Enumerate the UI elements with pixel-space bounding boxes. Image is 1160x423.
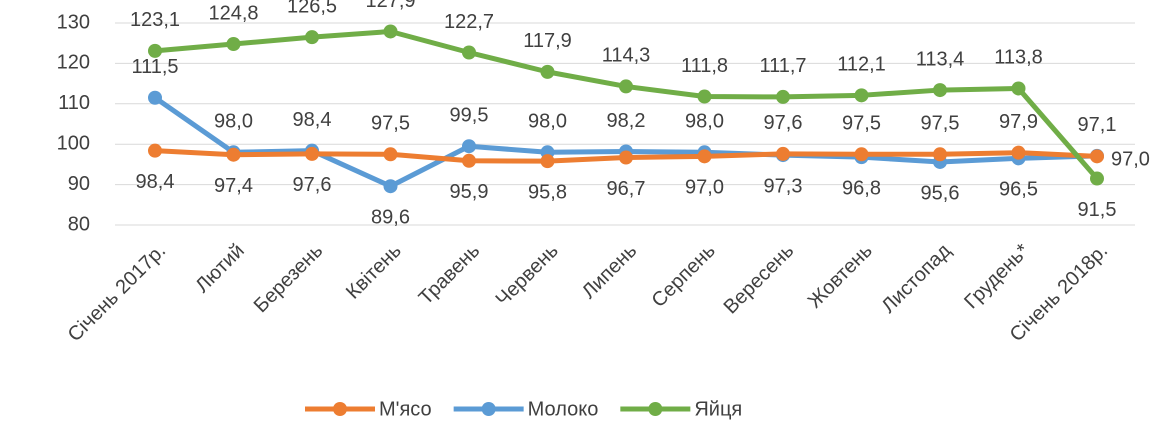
data-label: 96,5 xyxy=(999,179,1038,201)
x-tick-label: Листопад xyxy=(877,239,955,317)
data-label: 122,7 xyxy=(444,11,494,33)
x-tick-label: Березень xyxy=(250,240,327,317)
data-point xyxy=(383,147,398,162)
data-point xyxy=(854,147,869,162)
data-label: 113,4 xyxy=(916,48,965,70)
data-point xyxy=(933,83,947,98)
data-point xyxy=(1090,149,1104,164)
data-label: 98,0 xyxy=(214,111,253,133)
data-point xyxy=(697,89,712,104)
legend-marker xyxy=(648,402,663,416)
data-point xyxy=(854,88,869,103)
data-point xyxy=(462,153,476,168)
x-tick-label: Жовтень xyxy=(804,240,877,313)
data-point xyxy=(776,89,790,104)
data-label: 98,0 xyxy=(685,111,724,133)
data-label: 97,0 xyxy=(1111,149,1150,171)
data-label: 91,5 xyxy=(1078,199,1117,221)
data-label: 98,2 xyxy=(607,110,646,132)
x-tick-label: Січень 2017р. xyxy=(64,240,171,347)
data-label: 124,8 xyxy=(208,2,258,24)
y-tick-label: 120 xyxy=(57,52,90,74)
data-point xyxy=(540,64,555,79)
data-point xyxy=(226,147,241,162)
legend-label: Яйця xyxy=(694,398,742,420)
data-point xyxy=(697,149,712,164)
data-point xyxy=(226,37,241,52)
data-label: 97,1 xyxy=(1078,114,1117,136)
data-point xyxy=(305,30,319,45)
data-point xyxy=(1011,81,1026,96)
data-point xyxy=(148,43,162,58)
data-point xyxy=(383,179,398,194)
data-label: 123,1 xyxy=(130,9,180,31)
data-label: 97,5 xyxy=(371,113,410,135)
data-label: 95,8 xyxy=(528,181,567,203)
data-point xyxy=(305,146,319,161)
data-label: 97,5 xyxy=(842,113,881,135)
data-label: 111,5 xyxy=(131,56,178,78)
data-point xyxy=(1011,145,1026,160)
data-label: 97,0 xyxy=(685,177,724,199)
data-point xyxy=(383,24,398,39)
data-label: 98,0 xyxy=(528,111,567,133)
data-label: 114,3 xyxy=(602,45,651,67)
data-label: 127,9 xyxy=(365,0,415,12)
data-label: 95,9 xyxy=(450,181,489,203)
data-label: 117,9 xyxy=(523,30,572,52)
data-label: 96,8 xyxy=(842,177,881,199)
data-label: 98,4 xyxy=(293,109,332,131)
data-point xyxy=(148,143,162,158)
data-point xyxy=(619,79,633,94)
data-label: 112,1 xyxy=(837,54,886,76)
legend-marker xyxy=(333,402,347,416)
x-tick-label: Грудень* xyxy=(960,240,1034,314)
data-label: 97,6 xyxy=(293,174,332,196)
x-tick-label: Червень xyxy=(492,240,563,311)
x-tick-label: Вересень xyxy=(720,240,799,319)
data-point xyxy=(148,90,162,105)
legend-label: М'ясо xyxy=(379,398,432,420)
data-label: 99,5 xyxy=(450,105,489,127)
data-point xyxy=(462,139,476,154)
x-tick-label: Травень xyxy=(415,240,485,310)
data-label: 97,9 xyxy=(999,111,1038,133)
data-point xyxy=(619,150,633,165)
data-label: 111,7 xyxy=(759,55,806,77)
data-label: 126,5 xyxy=(287,0,337,17)
data-point xyxy=(933,147,947,162)
data-label: 97,6 xyxy=(764,112,803,134)
data-label: 89,6 xyxy=(371,206,410,228)
x-tick-label: Липень xyxy=(578,240,641,303)
data-point xyxy=(462,45,476,60)
x-tick-label: Лютий xyxy=(191,240,248,297)
data-point xyxy=(1090,171,1104,186)
y-tick-label: 80 xyxy=(68,213,90,235)
data-label: 97,4 xyxy=(214,175,253,197)
data-point xyxy=(540,154,555,169)
data-label: 95,6 xyxy=(921,182,960,204)
y-tick-label: 110 xyxy=(58,92,90,114)
y-tick-label: 100 xyxy=(57,132,90,154)
y-tick-label: 130 xyxy=(57,11,90,33)
data-point xyxy=(776,146,790,161)
legend-label: Молоко xyxy=(528,398,599,420)
data-label: 97,5 xyxy=(921,113,960,135)
legend-marker xyxy=(481,402,496,416)
y-tick-label: 90 xyxy=(68,173,90,195)
data-label: 96,7 xyxy=(607,178,646,200)
data-label: 97,3 xyxy=(764,175,803,197)
data-label: 111,8 xyxy=(681,55,728,77)
x-tick-label: Квітень xyxy=(342,240,406,304)
x-tick-label: Серпень xyxy=(648,240,720,312)
data-label: 113,8 xyxy=(994,47,1043,69)
data-label: 98,4 xyxy=(136,171,175,193)
